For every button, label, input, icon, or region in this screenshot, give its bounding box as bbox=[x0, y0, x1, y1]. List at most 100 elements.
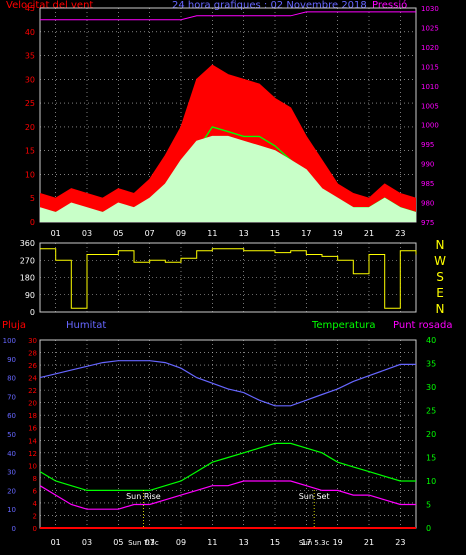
pressure-y-tick-label: 1015 bbox=[421, 63, 439, 71]
rain-y-tick-label: 26 bbox=[28, 362, 37, 370]
wind-x-tick-label: 19 bbox=[333, 229, 343, 238]
humidity-y-tick-label: 10 bbox=[7, 506, 16, 514]
temperature-y-tick-label: 0 bbox=[426, 524, 431, 533]
temp-x-tick-label: 01 bbox=[51, 538, 61, 547]
wind-y-tick-label: 15 bbox=[25, 147, 35, 156]
wind-x-tick-label: 21 bbox=[364, 229, 374, 238]
humidity-y-tick-label: 40 bbox=[7, 450, 16, 458]
series-line-speed bbox=[39, 135, 417, 214]
rain-y-tick-label: 6 bbox=[33, 487, 38, 495]
temperature-y-tick-label: 15 bbox=[426, 454, 436, 463]
temperature-y-tick-label: 35 bbox=[426, 360, 436, 369]
pressure-y-tick-label: 1000 bbox=[421, 122, 439, 130]
series-line-gust bbox=[39, 64, 417, 199]
wind-x-tick-label: 13 bbox=[239, 229, 249, 238]
rain-y-tick-label: 20 bbox=[28, 400, 37, 408]
humidity-y-tick-label: 70 bbox=[7, 393, 16, 401]
compass-label: N bbox=[436, 302, 445, 316]
rain-y-tick-label: 0 bbox=[33, 525, 37, 533]
direction-y-tick-label: 360 bbox=[20, 239, 35, 248]
pressure-y-tick-label: 1030 bbox=[421, 5, 439, 13]
direction-y-tick-label: 0 bbox=[30, 308, 35, 317]
rain-y-tick-label: 24 bbox=[28, 375, 37, 383]
pressure-y-tick-label: 1025 bbox=[421, 24, 439, 32]
temp-x-tick-label: 23 bbox=[395, 538, 405, 547]
pressure-y-tick-label: 995 bbox=[421, 141, 434, 149]
chart-title: 24 hora grafiques : 02 Novembre 2018 bbox=[172, 0, 367, 11]
pressure-y-tick-label: 990 bbox=[421, 161, 434, 169]
wind-x-tick-label: 09 bbox=[176, 229, 186, 238]
temperature-y-tick-label: 10 bbox=[426, 477, 436, 486]
rain-y-tick-label: 14 bbox=[28, 437, 37, 445]
rain-y-tick-label: 30 bbox=[28, 337, 37, 345]
compass-label: W bbox=[434, 254, 446, 268]
temp-x-tick-label: 11 bbox=[207, 538, 217, 547]
temperature-y-tick-label: 20 bbox=[426, 430, 436, 439]
pressure-y-tick-label: 975 bbox=[421, 219, 434, 227]
humidity-y-tick-label: 20 bbox=[7, 487, 16, 495]
series-line-temperature bbox=[39, 442, 416, 491]
wind-y-tick-label: 40 bbox=[25, 28, 35, 37]
pressure-y-tick-label: 1010 bbox=[421, 83, 439, 91]
series-line-direction bbox=[40, 248, 417, 309]
pressure-label: Pressió bbox=[372, 0, 408, 11]
humidity-y-tick-label: 0 bbox=[12, 525, 16, 533]
temp-x-tick-label: 17 bbox=[301, 538, 311, 547]
wind-y-tick-label: 25 bbox=[25, 99, 35, 108]
wind-x-tick-label: 05 bbox=[113, 229, 123, 238]
temp-x-tick-label: 15 bbox=[270, 538, 280, 547]
pressure-y-tick-label: 1020 bbox=[421, 44, 439, 52]
pressure-y-tick-label: 985 bbox=[421, 180, 434, 188]
series-line-pressure bbox=[40, 11, 416, 21]
temp-plot-frame bbox=[39, 339, 417, 529]
humidity-y-tick-label: 80 bbox=[7, 375, 16, 383]
pressure-y-tick-label: 1005 bbox=[421, 102, 439, 110]
wind-y-tick-label: 35 bbox=[25, 52, 35, 61]
humidity-y-tick-label: 60 bbox=[7, 412, 16, 420]
rain-y-tick-label: 22 bbox=[28, 387, 37, 395]
humidity-y-tick-label: 100 bbox=[3, 337, 16, 345]
rain-y-tick-label: 10 bbox=[28, 462, 37, 470]
sunrise-label: Sun Rise bbox=[126, 492, 161, 501]
humidity-label: Humitat bbox=[66, 320, 107, 331]
wind-x-tick-label: 01 bbox=[51, 229, 61, 238]
temp-x-tick-label: 13 bbox=[239, 538, 249, 547]
temp-x-tick-label: 07 bbox=[145, 538, 155, 547]
series-line-humidity bbox=[39, 360, 416, 407]
rain-label: Pluja bbox=[2, 320, 27, 331]
rain-y-tick-label: 8 bbox=[33, 475, 37, 483]
compass-label: N bbox=[436, 238, 445, 252]
temp-x-tick-label: 09 bbox=[176, 538, 186, 547]
wind-speed-label: Velocitat del vent bbox=[6, 0, 94, 11]
wind-x-tick-label: 11 bbox=[207, 229, 217, 238]
humidity-y-tick-label: 50 bbox=[7, 431, 16, 439]
dewpoint-label: Punt rosada bbox=[393, 320, 453, 331]
humidity-y-tick-label: 90 bbox=[7, 356, 16, 364]
wind-y-tick-label: 10 bbox=[25, 170, 35, 179]
compass-label: S bbox=[436, 270, 444, 284]
wind-y-tick-label: 30 bbox=[25, 75, 35, 84]
wind-speed-area bbox=[40, 136, 416, 222]
wind-x-tick-label: 15 bbox=[270, 229, 280, 238]
rain-y-tick-label: 2 bbox=[33, 512, 37, 520]
temperature-y-tick-label: 30 bbox=[426, 383, 436, 392]
temp-x-tick-label: 21 bbox=[364, 538, 374, 547]
wind-y-tick-label: 45 bbox=[25, 4, 35, 13]
sunset-time-label: Sun 5.3c bbox=[299, 539, 330, 547]
temperature-y-tick-label: 25 bbox=[426, 407, 436, 416]
sunset-label: Sun Set bbox=[299, 492, 330, 501]
temp-x-tick-label: 03 bbox=[82, 538, 92, 547]
temp-x-tick-label: 05 bbox=[113, 538, 123, 547]
rain-y-tick-label: 16 bbox=[28, 425, 37, 433]
wind-x-tick-label: 17 bbox=[301, 229, 311, 238]
wind-y-tick-label: 5 bbox=[30, 194, 35, 203]
wind-y-tick-label: 0 bbox=[30, 218, 35, 227]
wind-y-tick-label: 20 bbox=[25, 123, 35, 132]
temp-x-tick-label: 19 bbox=[333, 538, 343, 547]
temperature-y-tick-label: 40 bbox=[426, 336, 436, 345]
compass-label: E bbox=[436, 286, 444, 300]
wind-x-tick-label: 07 bbox=[145, 229, 155, 238]
direction-y-tick-label: 180 bbox=[20, 274, 35, 283]
wind-x-tick-label: 23 bbox=[395, 229, 405, 238]
